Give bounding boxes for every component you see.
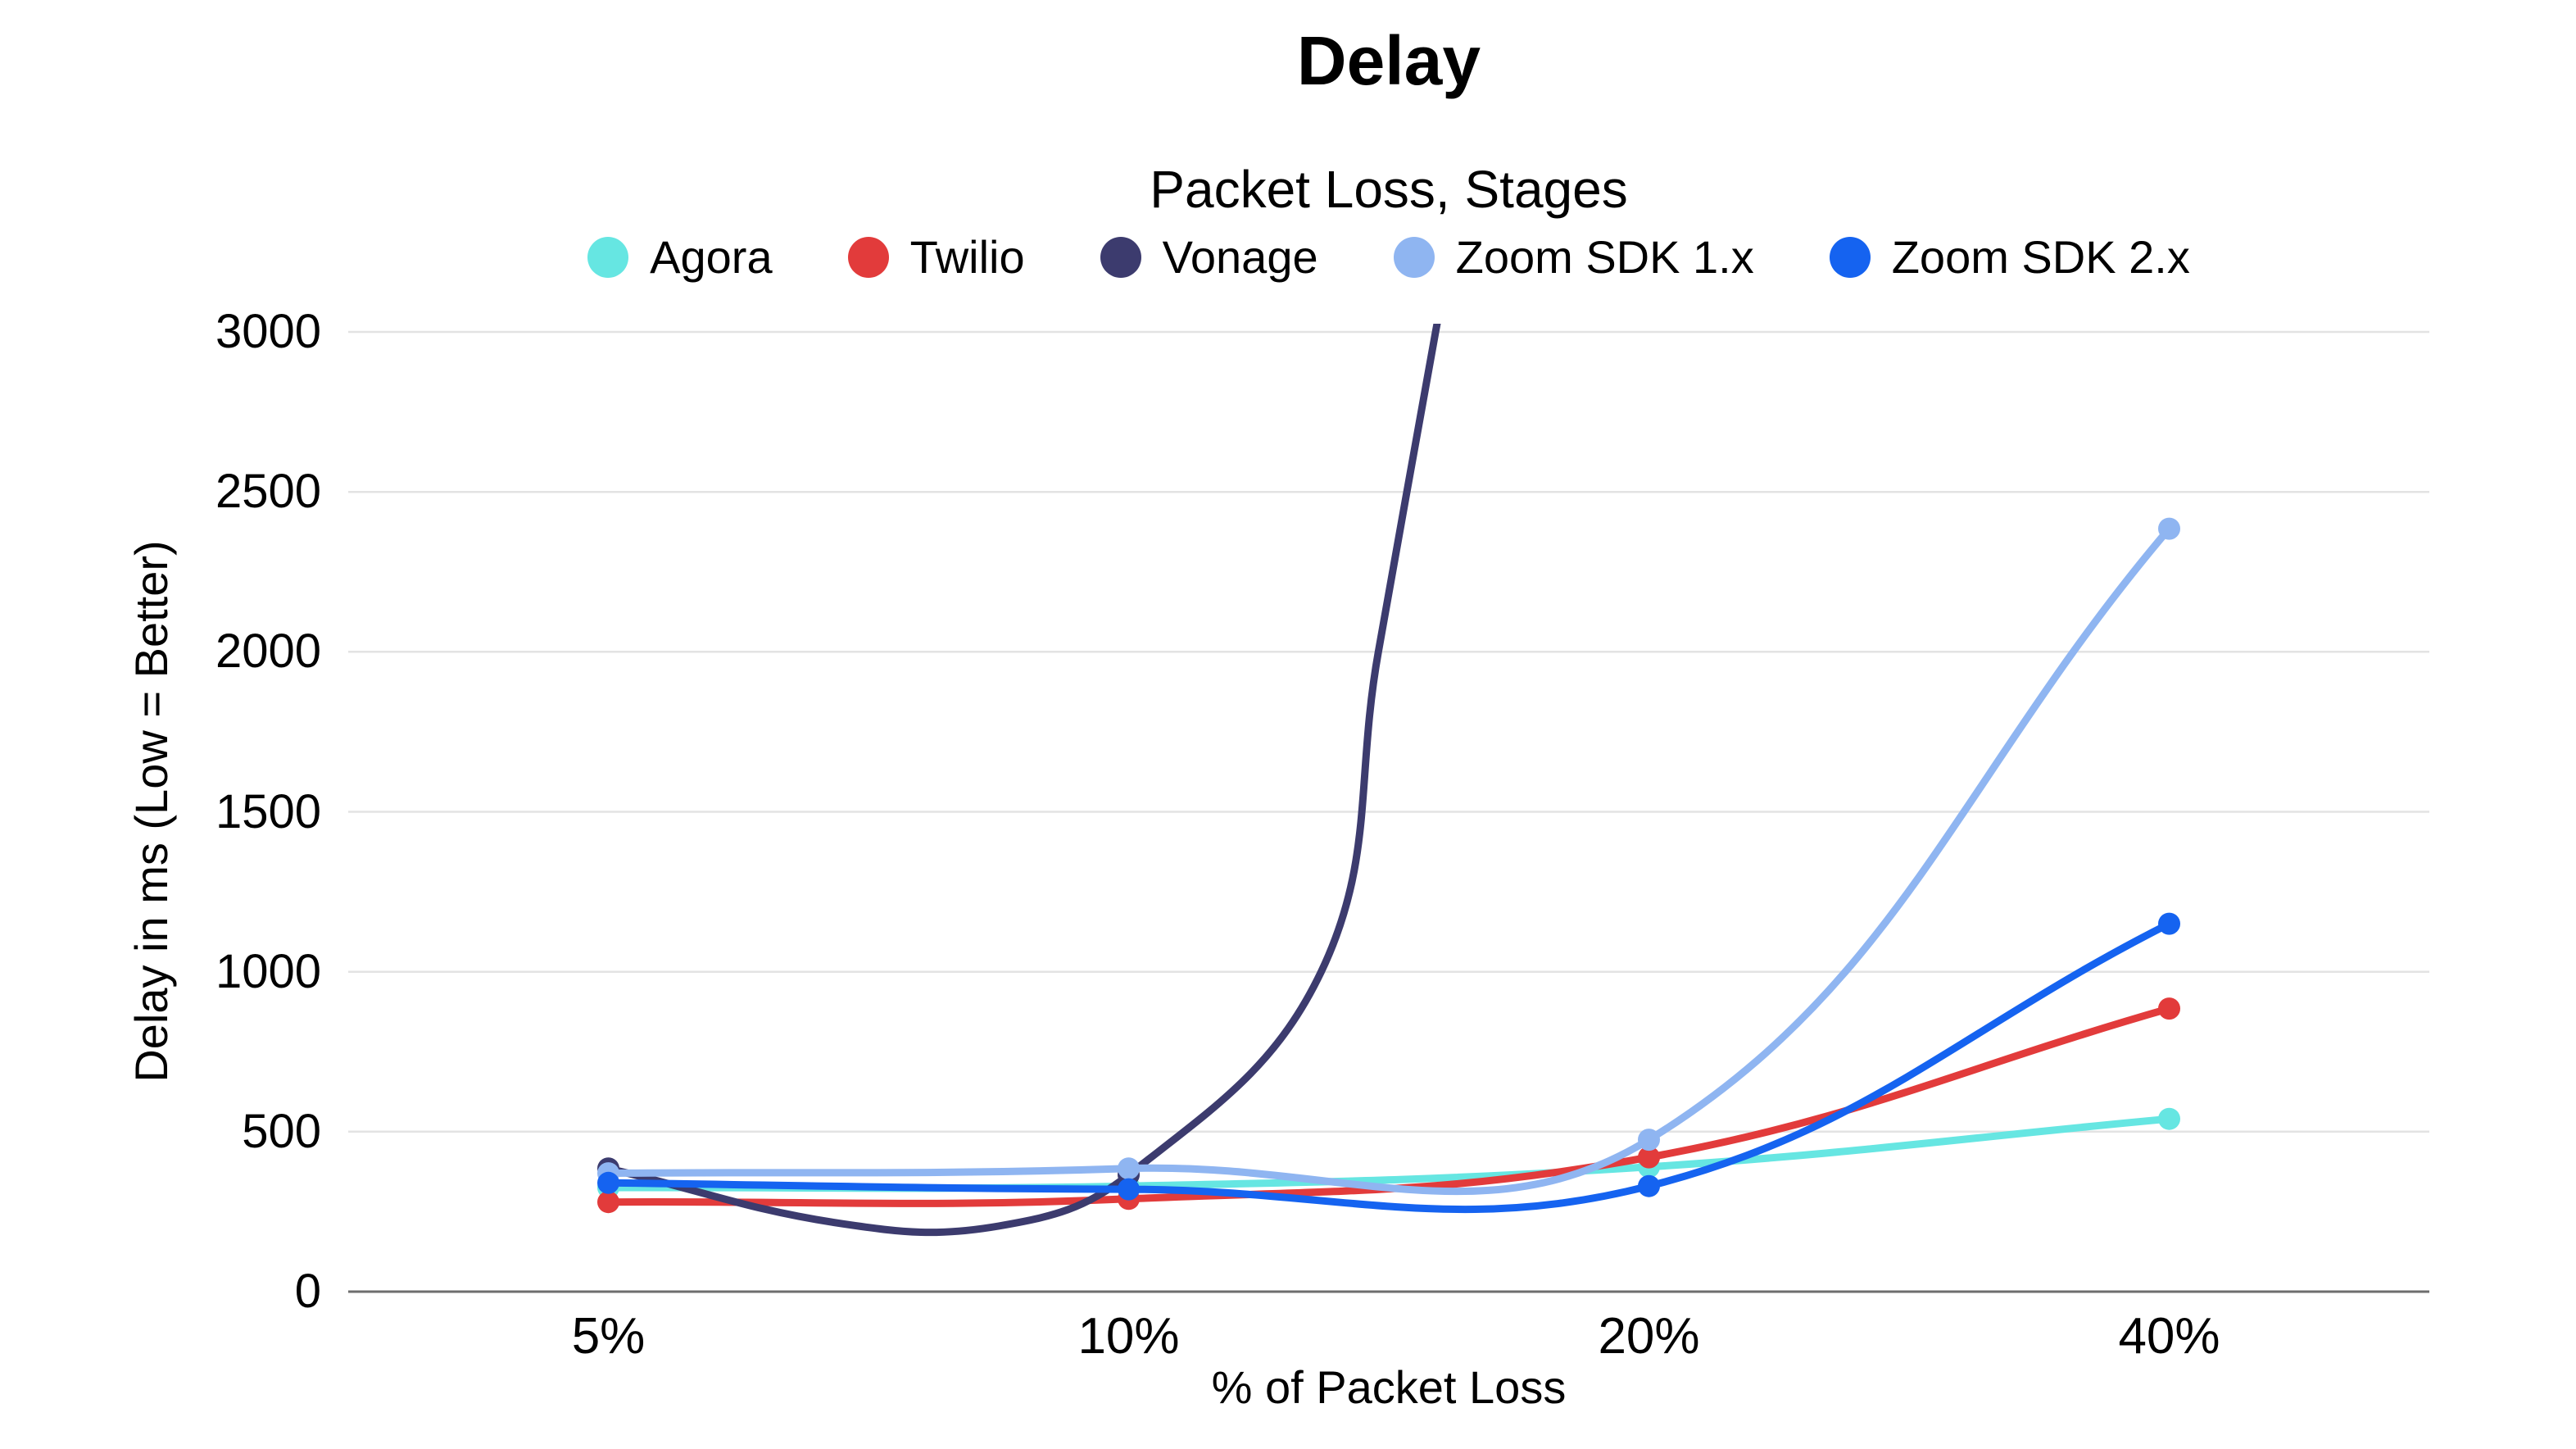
x-tick-label: 10% [1077,1308,1180,1365]
legend: Agora Twilio Vonage Zoom SDK 1.x Zoom SDK 2.… [348,228,2429,287]
legend-item-zoom-sdk-2-x[interactable]: Zoom SDK 2.x [1829,231,2190,283]
y-tick-label: 500 [242,1104,321,1158]
legend-swatch-icon [847,237,889,278]
x-axis-title: % of Packet Loss [1211,1361,1567,1413]
x-tick-label: 5% [571,1308,646,1365]
data-point-zoom-sdk-2-x-5%[interactable] [597,1171,619,1194]
data-point-twilio-20%[interactable] [1638,1146,1660,1169]
legend-item-zoom-sdk-1-x[interactable]: Zoom SDK 1.x [1393,231,1754,283]
series-line-vonage [605,324,1441,1237]
x-tick-label: 40% [2118,1308,2220,1365]
y-tick-label: 1000 [215,944,321,998]
legend-label: Zoom SDK 1.x [1455,231,1754,283]
y-tick-label: 2000 [215,625,321,679]
legend-item-vonage[interactable]: Vonage [1100,234,1318,280]
legend-swatch-icon [1100,237,1141,278]
legend-label: Vonage [1162,231,1318,283]
legend-swatch-icon [1393,237,1435,278]
y-tick-label: 1500 [215,784,321,838]
series-line-agora [605,1115,2173,1192]
y-tick-label: 3000 [215,305,321,358]
data-point-zoom-sdk-1-x-40%[interactable] [2158,517,2180,540]
series-line-zoom-sdk-2-x [605,920,2173,1214]
legend-swatch-icon [587,237,629,278]
legend-item-twilio[interactable]: Twilio [847,231,1025,283]
chart-title: Delay [1296,22,1481,99]
legend-item-agora[interactable]: Agora [587,231,773,283]
chart-subtitle: Packet Loss, Stages [1150,160,1628,219]
data-point-zoom-sdk-2-x-40%[interactable] [2158,912,2180,935]
series-line-zoom-sdk-1-x [605,525,2173,1196]
data-point-agora-40%[interactable] [2158,1107,2180,1130]
legend-label: Twilio [909,231,1025,283]
data-point-zoom-sdk-2-x-20%[interactable] [1638,1174,1660,1197]
y-tick-label: 2500 [215,465,321,519]
data-point-zoom-sdk-1-x-10%[interactable] [1118,1157,1140,1180]
series-group [597,324,2180,1237]
data-point-zoom-sdk-2-x-10%[interactable] [1118,1178,1140,1201]
legend-label: Agora [650,231,773,283]
legend-swatch-icon [1829,237,1871,278]
data-point-twilio-5%[interactable] [597,1191,619,1214]
data-point-twilio-40%[interactable] [2158,997,2180,1020]
y-tick-label: 0 [294,1265,321,1318]
x-tick-label: 20% [1598,1308,1700,1365]
data-point-zoom-sdk-1-x-20%[interactable] [1638,1129,1660,1151]
legend-label: Zoom SDK 2.x [1891,231,2190,283]
